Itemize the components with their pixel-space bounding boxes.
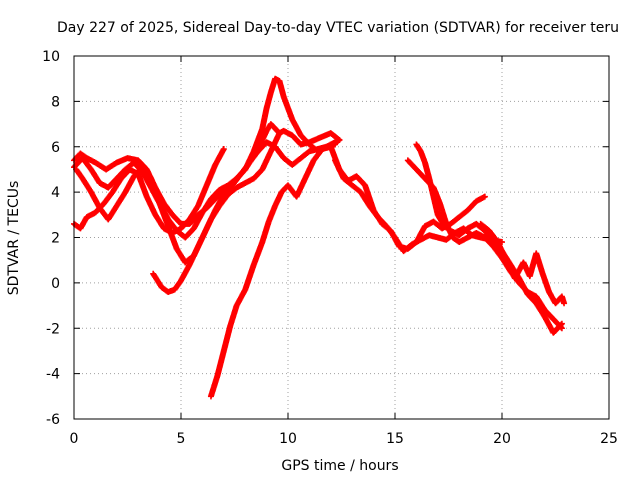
data-point	[558, 320, 565, 327]
data-point	[481, 193, 488, 200]
series-s6	[207, 136, 343, 400]
y-tick-label: -2	[46, 321, 60, 337]
y-tick-label: 8	[51, 94, 60, 110]
y-tick-label: 10	[42, 49, 60, 65]
data-markers	[71, 75, 568, 400]
y-axis-ticks: -6 -4 -2 0 2 4 6 8 10	[42, 49, 609, 428]
x-tick-label: 25	[600, 431, 618, 447]
series-s11	[477, 220, 568, 307]
data-point	[276, 130, 283, 137]
x-tick-label: 15	[386, 431, 404, 447]
y-tick-label: -4	[46, 367, 60, 383]
data-point	[220, 146, 227, 153]
y-axis-label: SDTVAR / TECUs	[6, 181, 22, 296]
data-point	[336, 136, 343, 143]
x-axis-label: GPS time / hours	[281, 458, 398, 474]
y-tick-label: 6	[51, 140, 60, 156]
series-s5	[150, 139, 339, 295]
y-tick-label: 0	[51, 276, 60, 292]
y-tick-label: 4	[51, 185, 60, 201]
x-axis-ticks: 0 5 10 15 20 25	[70, 56, 618, 447]
data-point	[558, 321, 565, 328]
y-tick-label: 2	[51, 231, 60, 247]
x-tick-label: 10	[279, 431, 297, 447]
chart-title: Day 227 of 2025, Sidereal Day-to-day VTE…	[57, 20, 619, 36]
x-tick-label: 0	[70, 431, 79, 447]
data-point	[335, 137, 342, 144]
y-tick-label: -6	[46, 412, 60, 428]
x-tick-label: 20	[493, 431, 511, 447]
x-tick-label: 5	[177, 431, 186, 447]
series-s4	[73, 130, 283, 266]
data-point	[561, 300, 568, 307]
grid-lines	[74, 56, 609, 419]
